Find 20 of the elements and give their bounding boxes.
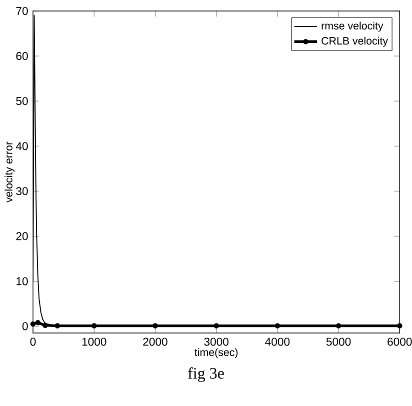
- x-axis-title: time(sec): [194, 348, 238, 358]
- caption: fig 3e: [188, 367, 224, 382]
- legend-label: CRLB velocity: [322, 36, 388, 47]
- x-tick-label: 4000: [265, 338, 290, 346]
- y-tick-label: 30: [16, 187, 28, 196]
- y-tick-label: 0: [22, 322, 28, 330]
- x-tick-label: 2000: [143, 338, 168, 346]
- x-tick-label: 3000: [204, 338, 228, 346]
- y-axis-title: velocity error: [4, 142, 15, 202]
- x-tick-label: 5000: [326, 338, 351, 346]
- y-tick-label: 20: [16, 232, 28, 240]
- y-tick-label: 60: [16, 52, 28, 60]
- y-tick-label: 70: [16, 6, 28, 16]
- y-tick-label: 10: [16, 277, 28, 286]
- x-tick-label: 1000: [82, 338, 106, 346]
- y-tick-label: 50: [16, 97, 28, 106]
- x-tick-label: 6000: [388, 338, 412, 346]
- legend-label: rmse velocity: [322, 22, 384, 32]
- x-tick-label: 0: [30, 338, 36, 346]
- y-tick-label: 40: [16, 142, 28, 150]
